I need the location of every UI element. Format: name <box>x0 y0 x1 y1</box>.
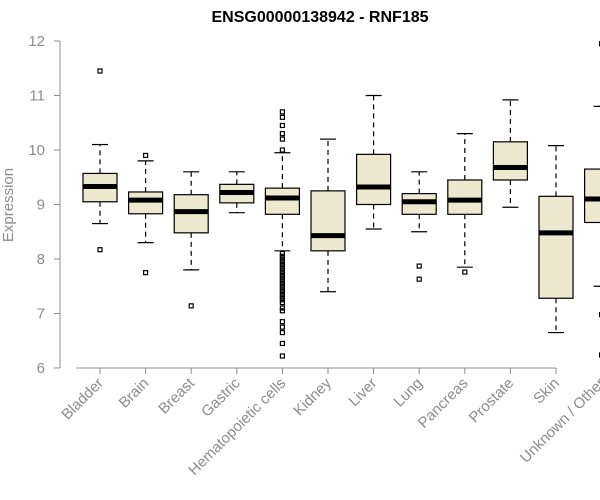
outlier-point <box>279 353 285 359</box>
outlier-point <box>279 324 285 330</box>
outlier-point <box>279 259 285 265</box>
box-group <box>173 171 209 309</box>
x-tick-label: Bladder <box>58 375 107 424</box>
x-tick-label: Gastric <box>198 374 244 420</box>
x-tick-label: Lung <box>390 375 426 411</box>
box-group <box>538 145 574 334</box>
outlier-point <box>279 319 285 325</box>
box-group <box>401 171 437 282</box>
box-series <box>82 41 600 359</box>
box-iqr <box>264 187 300 215</box>
outlier-point <box>279 278 285 284</box>
box-group <box>447 133 483 275</box>
outlier-point <box>279 280 285 287</box>
chart-title: ENSG00000138942 - RNF185 <box>211 9 428 26</box>
outlier-point <box>279 300 285 306</box>
outlier-point <box>279 109 285 115</box>
outlier-point <box>143 270 149 276</box>
outlier-point <box>279 253 285 259</box>
outlier-point <box>462 269 468 275</box>
outlier-point <box>279 114 285 120</box>
box-iqr <box>492 141 528 181</box>
y-tick-label: 10 <box>28 142 45 159</box>
box-group <box>128 152 164 276</box>
outlier-point <box>279 291 285 298</box>
x-tick-label: Breast <box>155 374 198 417</box>
x-tick-label: Liver <box>345 375 380 410</box>
box-iqr <box>310 190 346 252</box>
box-iqr <box>356 153 392 206</box>
y-axis-title: Expression <box>0 168 17 242</box>
box-group <box>219 171 255 214</box>
box-group <box>310 138 346 293</box>
box-iqr <box>128 191 164 215</box>
y-tick-label: 11 <box>29 88 45 105</box>
y-tick-label: 9 <box>37 197 45 214</box>
outlier-point <box>279 136 285 142</box>
y-tick-label: 6 <box>37 360 45 377</box>
y-axis-ticks: 6 7 8 9 10 11 12 <box>28 33 60 377</box>
x-tick-label: Skin <box>530 375 563 408</box>
outlier-point <box>279 329 285 336</box>
outlier-point <box>279 131 285 137</box>
x-tick-label: Brain <box>116 375 153 412</box>
outlier-point <box>279 308 285 314</box>
outlier-point <box>279 275 285 281</box>
outlier-point <box>143 152 149 159</box>
outlier-point <box>416 276 422 282</box>
outlier-point <box>279 264 285 270</box>
outlier-point <box>279 256 285 262</box>
y-tick-label: 8 <box>37 251 45 268</box>
box-iqr <box>538 195 574 299</box>
box-group <box>264 109 300 359</box>
outlier-point <box>97 247 103 253</box>
outlier-point <box>279 294 285 300</box>
outlier-point <box>279 305 285 311</box>
x-tick-label: Kidney <box>290 374 335 419</box>
box-group <box>492 99 528 208</box>
outlier-point <box>279 270 285 276</box>
box-group <box>82 68 118 253</box>
outlier-point <box>279 340 285 347</box>
outlier-point <box>279 261 285 268</box>
outlier-point <box>279 283 285 289</box>
outlier-point <box>279 289 285 295</box>
outlier-point <box>188 303 194 309</box>
outlier-point <box>97 68 103 74</box>
outlier-point <box>279 272 285 278</box>
outlier-point <box>279 297 285 303</box>
outlier-point <box>279 286 285 292</box>
box-group <box>356 94 392 230</box>
box-iqr <box>447 179 483 215</box>
box-group <box>583 41 600 358</box>
x-tick-label: Prostate <box>466 375 518 427</box>
outlier-point <box>416 263 422 269</box>
outlier-point <box>279 250 285 257</box>
outlier-point <box>279 267 285 273</box>
y-tick-label: 7 <box>37 306 45 323</box>
y-tick-label: 12 <box>28 33 45 50</box>
box-iqr <box>583 168 600 224</box>
x-tick-label: Pancreas <box>415 375 472 432</box>
outlier-point <box>279 122 285 129</box>
outlier-point <box>279 147 285 153</box>
